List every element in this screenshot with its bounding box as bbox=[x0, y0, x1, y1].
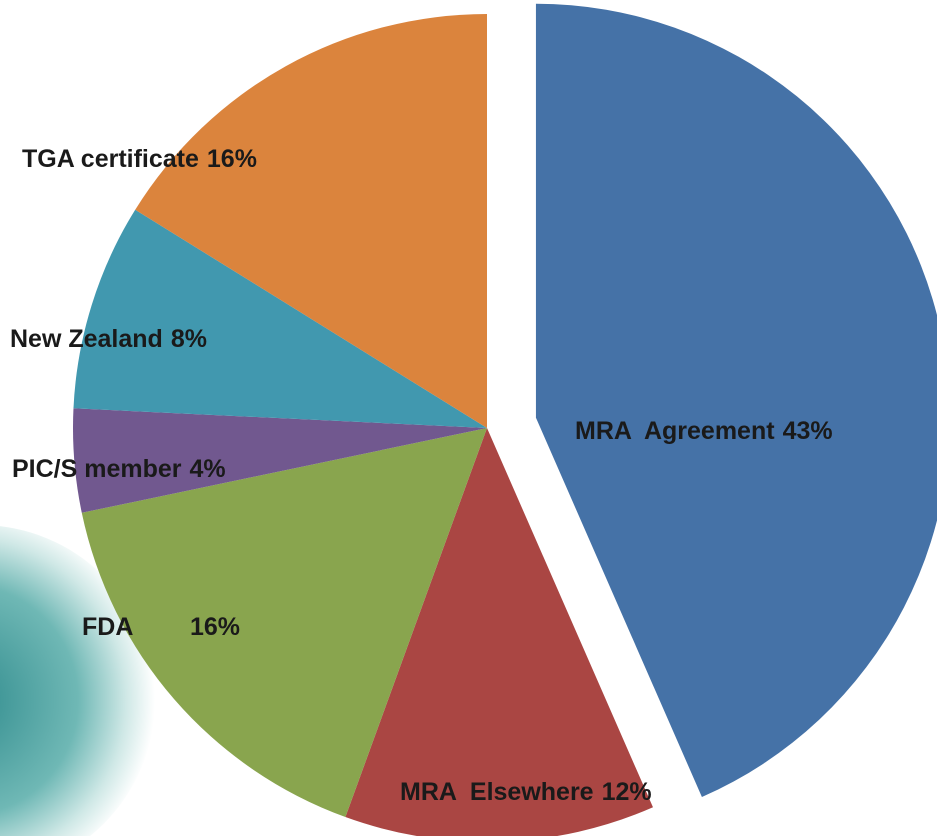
category-label: MRA Elsewhere bbox=[400, 778, 594, 806]
value-label: 8% bbox=[171, 325, 207, 353]
chart: MRA Agreement 43% MRA Elsewhere 12% FDA 16% PI… bbox=[0, 0, 937, 836]
category-label: PIC/S member bbox=[12, 455, 182, 483]
value-label: 4% bbox=[190, 455, 226, 483]
value-label: 43% bbox=[783, 417, 833, 445]
page: MRA Agreement 43% MRA Elsewhere 12% FDA 16% PI… bbox=[0, 0, 937, 836]
category-label: FDA bbox=[82, 613, 133, 641]
value-label: 12% bbox=[602, 778, 652, 806]
value-label: 16% bbox=[207, 145, 257, 173]
slice-label: MRA Agreement 43% bbox=[575, 417, 833, 445]
value-label: 16% bbox=[190, 613, 240, 641]
slice-label: TGA certificate 16% bbox=[22, 145, 257, 173]
slice-label: New Zealand 8% bbox=[10, 325, 207, 353]
slice-label: PIC/S member 4% bbox=[12, 455, 226, 483]
category-label: TGA certificate bbox=[22, 145, 199, 173]
slice-label: MRA Elsewhere 12% bbox=[400, 778, 652, 806]
category-label: MRA Agreement bbox=[575, 417, 775, 445]
category-label: New Zealand bbox=[10, 325, 163, 353]
